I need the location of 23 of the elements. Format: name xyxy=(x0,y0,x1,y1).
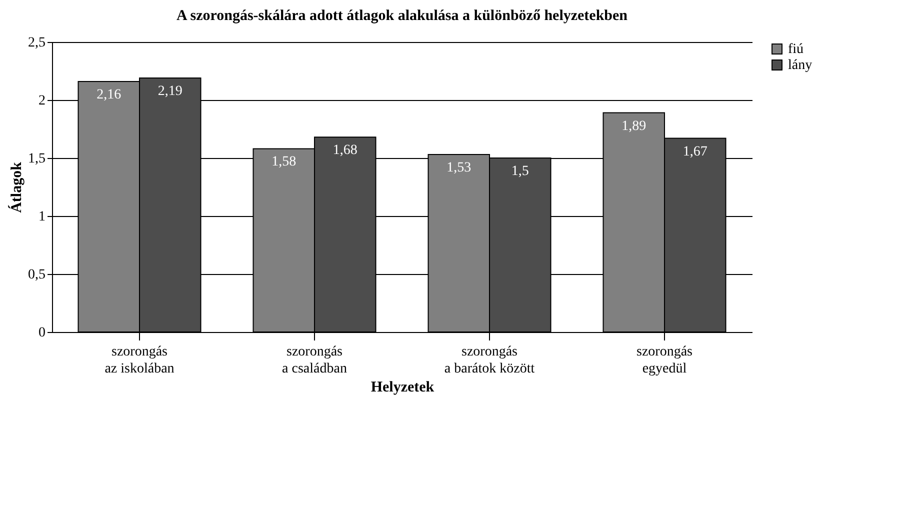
x-axis-title: Helyzetek xyxy=(370,380,435,396)
x-tick-label: szorongás egyedül xyxy=(636,344,692,376)
y-tick-label: 2 xyxy=(38,94,46,108)
data-label: 1,5 xyxy=(511,164,529,179)
y-axis-title: Átlagok xyxy=(8,161,25,213)
y-tick-label: 1,5 xyxy=(28,152,46,166)
data-label: 1,68 xyxy=(332,143,358,158)
chart-title: A szorongás-skálára adott átlagok alakulása a különböző helyzetekben xyxy=(176,8,628,24)
y-tick-label: 1 xyxy=(38,210,46,224)
data-label: 2,19 xyxy=(158,84,182,99)
y-tick-label: 0 xyxy=(38,326,46,340)
data-label: 1,58 xyxy=(272,154,296,170)
data-label: 2,16 xyxy=(96,87,122,102)
data-label: 1,89 xyxy=(622,118,646,134)
legend-label: lány xyxy=(788,58,812,73)
x-tick-label: szorongás az iskolában xyxy=(104,344,174,376)
data-label: 1,53 xyxy=(446,160,472,176)
x-tick-label: szorongás a családban xyxy=(282,344,347,376)
x-tick-label: szorongás a barátok között xyxy=(444,344,535,376)
y-tick-label: 2,5 xyxy=(28,36,46,50)
legend-label: fiú xyxy=(788,42,804,57)
y-tick-label: 0,5 xyxy=(28,268,46,282)
data-label: 1,67 xyxy=(682,144,708,160)
